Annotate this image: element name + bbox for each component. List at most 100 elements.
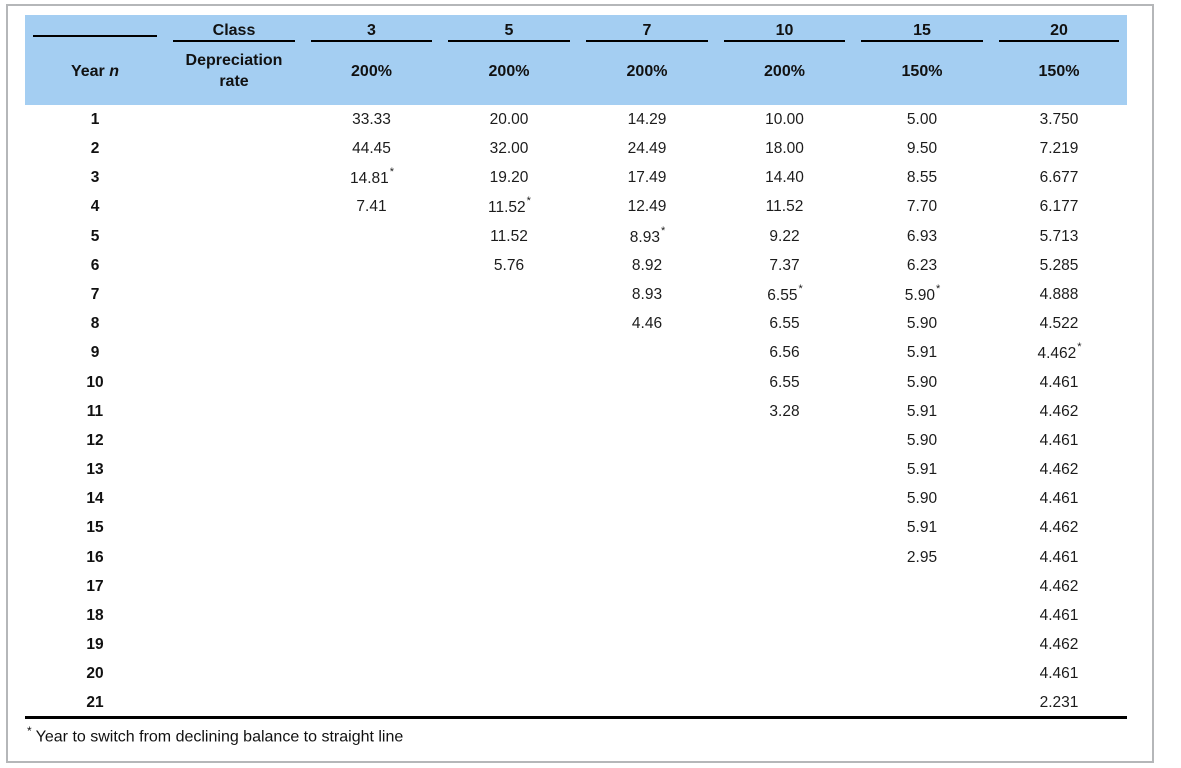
year-cell: 17 xyxy=(86,577,104,595)
header-underline: 7 xyxy=(586,22,708,42)
header-class-label-cell: Class xyxy=(165,15,303,45)
rate-value-cell: 4.888 xyxy=(1039,285,1079,303)
rate-value-cell xyxy=(716,601,853,630)
table-row: 12 5.90 4.461 xyxy=(25,426,1127,455)
table-row: 8 4.46 6.55 5.90 4.522 xyxy=(25,309,1127,338)
header-underline: 10 xyxy=(724,22,845,42)
rate-value-cell: 6.677 xyxy=(1039,169,1079,187)
rate-value-cell xyxy=(578,601,716,630)
depreciation-rate-empty-cell xyxy=(165,630,303,659)
rate-value-cell xyxy=(303,339,440,368)
rate-value-cell: 20.00 xyxy=(489,110,529,128)
rate-value-cell: 33.33 xyxy=(352,110,391,128)
depreciation-rate-empty-cell xyxy=(165,543,303,572)
rate-value-cell: 5.00 xyxy=(906,110,938,128)
depreciation-rate-empty-cell xyxy=(165,660,303,689)
year-cell: 19 xyxy=(86,636,104,654)
rate-value-cell xyxy=(578,368,716,397)
rate-value-cell xyxy=(716,630,853,659)
rate-value-cell: 5.90 xyxy=(906,315,938,333)
depreciation-rate-empty-cell xyxy=(165,484,303,513)
rate-value-cell: 3.28 xyxy=(769,402,800,420)
depreciation-rate-empty-cell xyxy=(165,426,303,455)
rate-value-cell: 4.461 xyxy=(1039,490,1079,508)
header-underline: 5 xyxy=(448,22,570,42)
depreciation-rate-empty-cell xyxy=(165,105,303,134)
table-row: 14 5.90 4.461 xyxy=(25,484,1127,513)
year-cell: 15 xyxy=(86,519,104,537)
year-cell: 8 xyxy=(90,315,100,333)
rate-value-cell xyxy=(440,339,578,368)
depreciation-rate-empty-cell xyxy=(165,689,303,718)
rate-value-cell xyxy=(853,689,991,718)
year-cell: 20 xyxy=(86,665,104,683)
rate-value-cell xyxy=(303,455,440,484)
rate-value-cell: 5.76 xyxy=(493,256,525,274)
rate-value-cell xyxy=(303,222,440,251)
rate-value-cell: 10.00 xyxy=(765,110,804,128)
year-cell: 21 xyxy=(86,693,104,711)
rate-value-cell: 4.462* xyxy=(1037,341,1082,363)
rate-value-cell: 6.55 xyxy=(769,373,800,391)
year-cell: 9 xyxy=(90,344,100,362)
rate-200-class3-cell: 200% xyxy=(303,45,440,105)
table-frame: Class 3 5 7 10 15 20 Year n Depreciation… xyxy=(6,4,1154,763)
year-cell: 12 xyxy=(86,431,104,449)
rate-value-cell: 7.219 xyxy=(1039,140,1079,158)
rate-value-cell: 5.90* xyxy=(904,282,941,305)
depreciation-rate-header-cell: Depreciation rate xyxy=(165,45,303,105)
rate-value-cell xyxy=(578,455,716,484)
class-10-label: 10 xyxy=(775,22,794,40)
header-class-row: Class 3 5 7 10 15 20 xyxy=(25,15,1127,45)
rate-value-cell: 14.29 xyxy=(627,110,667,128)
class-label: Class xyxy=(212,22,256,40)
year-cell: 7 xyxy=(90,285,100,303)
class-7-label: 7 xyxy=(642,22,652,40)
rate-value-cell: 7.70 xyxy=(906,198,938,216)
rate-value-cell xyxy=(440,601,578,630)
rate-value-cell xyxy=(440,572,578,601)
rate-value-cell xyxy=(440,689,578,718)
depreciation-rate-empty-cell xyxy=(165,280,303,309)
rate-value-cell: 44.45 xyxy=(352,140,391,158)
year-cell: 10 xyxy=(86,373,104,391)
year-cell: 6 xyxy=(90,256,100,274)
year-cell: 13 xyxy=(86,461,104,479)
rate-200-class5-cell: 200% xyxy=(440,45,578,105)
rate-value-cell: 4.522 xyxy=(1039,315,1079,333)
rate-value-cell: 4.461 xyxy=(1039,548,1079,566)
rate-value-cell: 5.90 xyxy=(906,490,938,508)
rate-value-cell: 4.462 xyxy=(1039,402,1079,420)
rate-value-cell xyxy=(440,484,578,513)
rate-value-cell: 12.49 xyxy=(627,198,667,216)
class-5-label: 5 xyxy=(504,22,514,40)
year-label: Year xyxy=(70,62,105,80)
rate-value-cell xyxy=(440,397,578,426)
rate-value-cell xyxy=(578,339,716,368)
rate-value-cell: 18.00 xyxy=(765,140,804,158)
rate-value-cell xyxy=(578,689,716,718)
rate-value-cell xyxy=(303,368,440,397)
rate-value-cell: 5.91 xyxy=(906,344,938,362)
rate-value-cell xyxy=(716,572,853,601)
switch-year-asterisk: * xyxy=(389,166,395,179)
depreciation-rate-empty-cell xyxy=(165,368,303,397)
table-row: 17 4.462 xyxy=(25,572,1127,601)
rate-value-cell: 14.81* xyxy=(349,166,395,188)
rate-value-cell xyxy=(578,630,716,659)
footnote: * Year to switch from declining balance t… xyxy=(27,724,1152,746)
table-row: 19 4.462 xyxy=(25,630,1127,659)
class-15-label: 15 xyxy=(913,22,931,40)
rate-value-cell xyxy=(303,484,440,513)
rate-value-cell xyxy=(440,514,578,543)
rate-value-cell xyxy=(303,543,440,572)
rate-value-cell: 19.20 xyxy=(489,169,529,187)
rate-value-cell: 9.22 xyxy=(769,227,800,245)
rate-value-cell xyxy=(853,572,991,601)
header-class-15-cell: 15 xyxy=(853,15,991,45)
rate-value-cell xyxy=(853,630,991,659)
rate-value-cell: 11.52 xyxy=(490,227,528,245)
rate-value-cell: 4.462 xyxy=(1039,636,1079,654)
rate-value-cell xyxy=(716,455,853,484)
rate-value-cell: 17.49 xyxy=(627,169,667,187)
